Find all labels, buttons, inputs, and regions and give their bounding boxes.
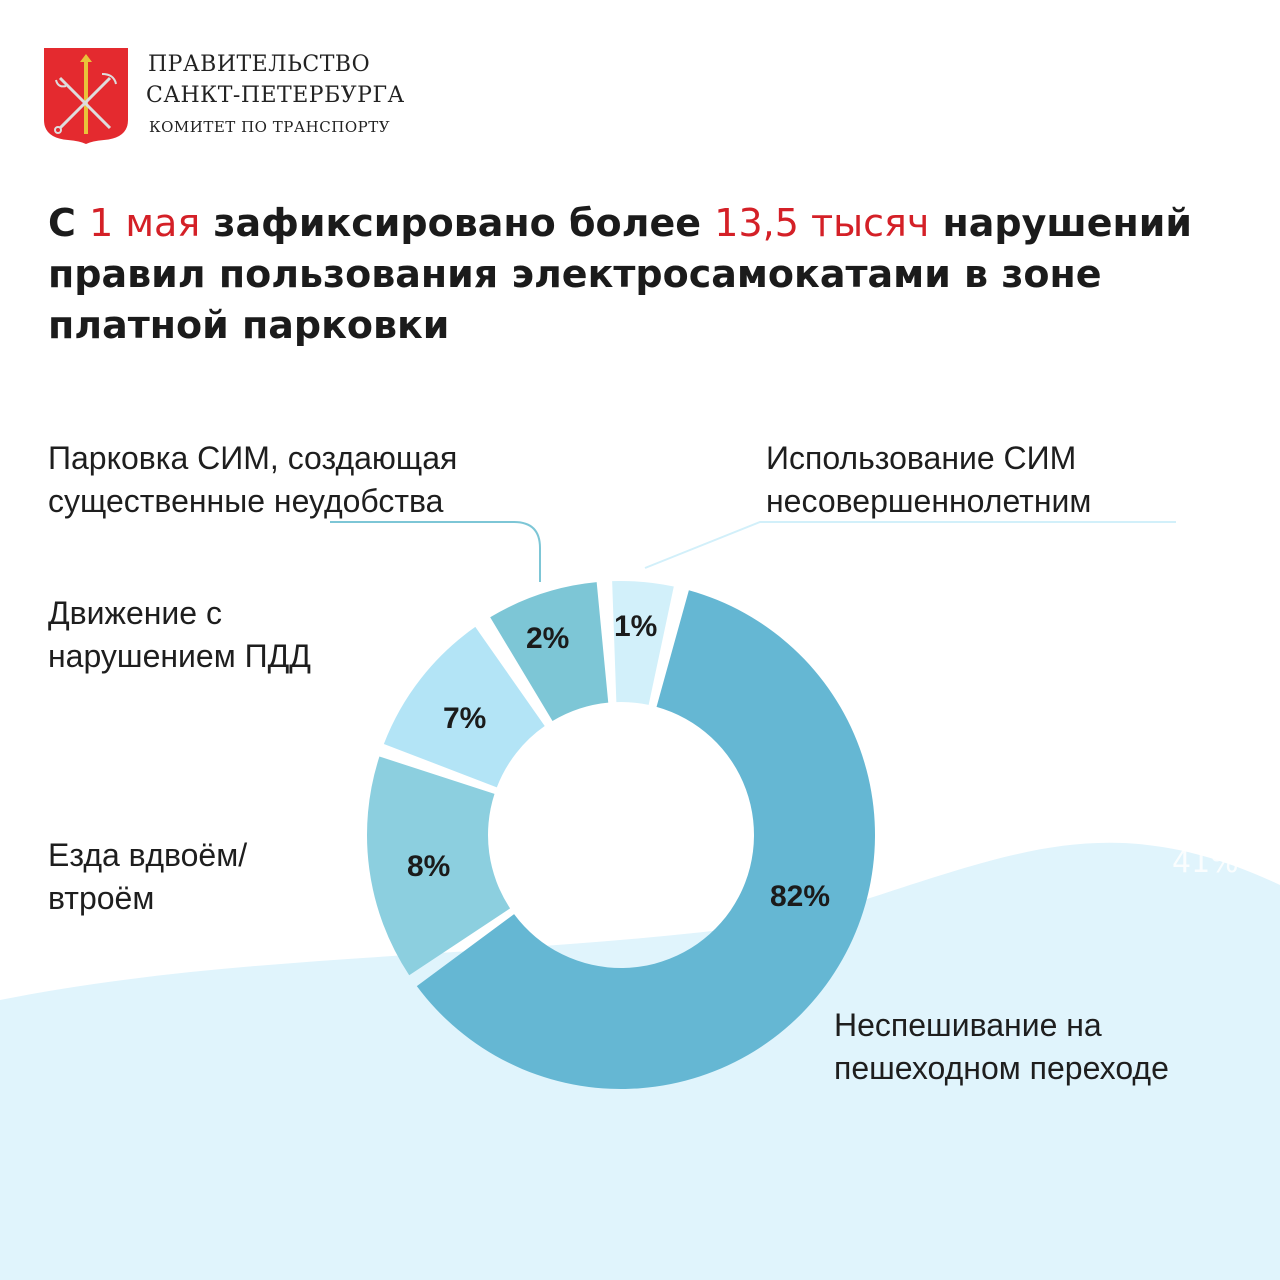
headline-date: 1 мая [89,201,201,245]
slice-label-8: 8% [407,850,451,883]
slice-label-82: 82% [770,880,831,913]
category-label-minors: Использование СИМ несовершеннолетним [766,440,1092,519]
coat-of-arms-icon [44,48,128,144]
slice-label-2: 2% [526,622,570,655]
donut-slice-82 [416,590,875,1089]
slice-label-1: 1% [614,610,658,643]
donut-slice-1 [612,581,674,705]
org-name-line1: ПРАВИТЕЛЬСТВО [148,52,371,77]
category-label-crossing: Неспешивание на пешеходном переходе [834,1007,1169,1086]
org-name-line2: САНКТ-ПЕТЕРБУРГА [146,83,405,108]
ghost-percent-text: 41% [1172,845,1239,880]
headline: С 1 мая зафиксировано более 13,5 тысяч н… [48,201,1193,347]
category-label-parking: Парковка СИМ, создающая существенные неу… [48,440,458,519]
leader-line-parking [330,521,541,582]
donut-slice-8 [367,756,511,976]
org-committee: КОМИТЕТ ПО ТРАНСПОРТУ [149,118,391,136]
category-label-traffic-rules: Движение с нарушением ПДД [48,595,311,674]
slice-label-7: 7% [443,702,487,735]
donut-slice-2 [490,582,609,721]
donut-slice-7 [383,626,545,788]
leader-line-minors [644,521,1176,569]
headline-count: 13,5 тысяч [714,201,930,245]
category-label-doubles: Езда вдвоём/ втроём [48,837,248,916]
